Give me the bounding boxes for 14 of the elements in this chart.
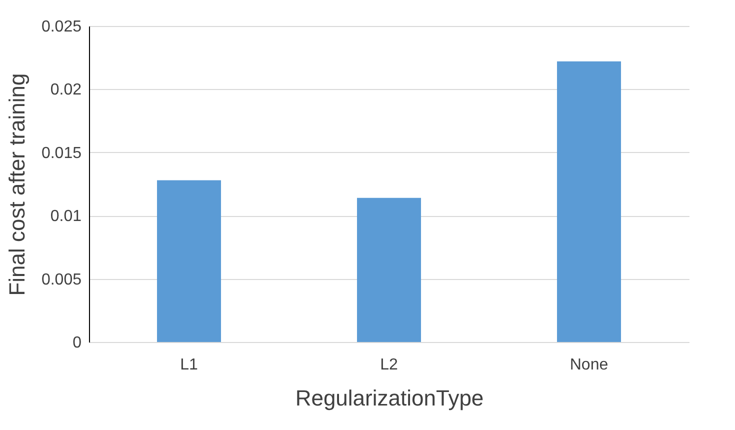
x-tick-label: None bbox=[570, 356, 608, 374]
x-axis-title: RegularizationType bbox=[295, 386, 484, 410]
y-tick-label: 0.02 bbox=[50, 82, 82, 99]
x-tick-label: L2 bbox=[380, 356, 398, 374]
y-tick-label: 0 bbox=[72, 334, 82, 352]
y-tick-label: 0.015 bbox=[41, 144, 82, 162]
y-tick-label: 0.01 bbox=[50, 208, 82, 226]
bar bbox=[357, 198, 421, 342]
y-axis-title: Final cost after training bbox=[4, 73, 30, 296]
bar bbox=[557, 61, 621, 342]
y-tick-label: 0.005 bbox=[41, 271, 82, 288]
x-tick-label: L1 bbox=[180, 356, 198, 374]
y-tick-label: 0.025 bbox=[41, 18, 82, 36]
bar bbox=[157, 180, 221, 342]
